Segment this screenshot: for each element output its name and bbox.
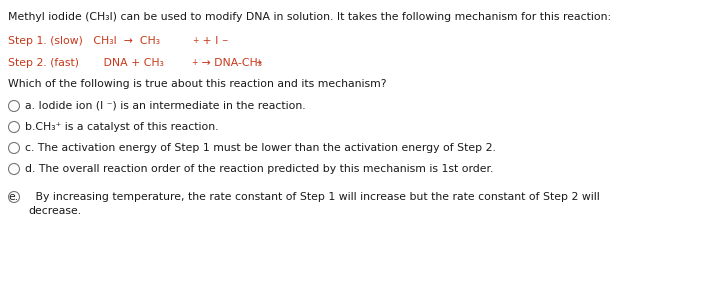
Text: d. The overall reaction order of the reaction predicted by this mechanism is 1st: d. The overall reaction order of the rea… <box>25 164 493 174</box>
Text: → DNA-CH₃: → DNA-CH₃ <box>198 58 262 68</box>
Text: Step 2. (fast)       DNA + CH₃: Step 2. (fast) DNA + CH₃ <box>8 58 164 68</box>
Text: + I: + I <box>199 36 218 46</box>
Text: +: + <box>191 58 198 67</box>
Text: −: − <box>221 36 228 45</box>
Text: +: + <box>255 58 262 67</box>
Text: b.CH₃⁺ is a catalyst of this reaction.: b.CH₃⁺ is a catalyst of this reaction. <box>25 122 218 132</box>
Text: decrease.: decrease. <box>28 206 81 216</box>
Text: Step 1. (slow)   CH₃I  →  CH₃: Step 1. (slow) CH₃I → CH₃ <box>8 36 160 46</box>
Text: c. The activation energy of Step 1 must be lower than the activation energy of S: c. The activation energy of Step 1 must … <box>25 143 496 153</box>
Text: Which of the following is true about this reaction and its mechanism?: Which of the following is true about thi… <box>8 79 387 89</box>
Text: e.: e. <box>8 192 18 202</box>
Text: +: + <box>192 36 198 45</box>
Text: a. Iodide ion (I ⁻) is an intermediate in the reaction.: a. Iodide ion (I ⁻) is an intermediate i… <box>25 101 306 111</box>
Text: By increasing temperature, the rate constant of Step 1 will increase but the rat: By increasing temperature, the rate cons… <box>25 192 600 202</box>
Text: Methyl iodide (CH₃I) can be used to modify DNA in solution. It takes the followi: Methyl iodide (CH₃I) can be used to modi… <box>8 12 611 22</box>
